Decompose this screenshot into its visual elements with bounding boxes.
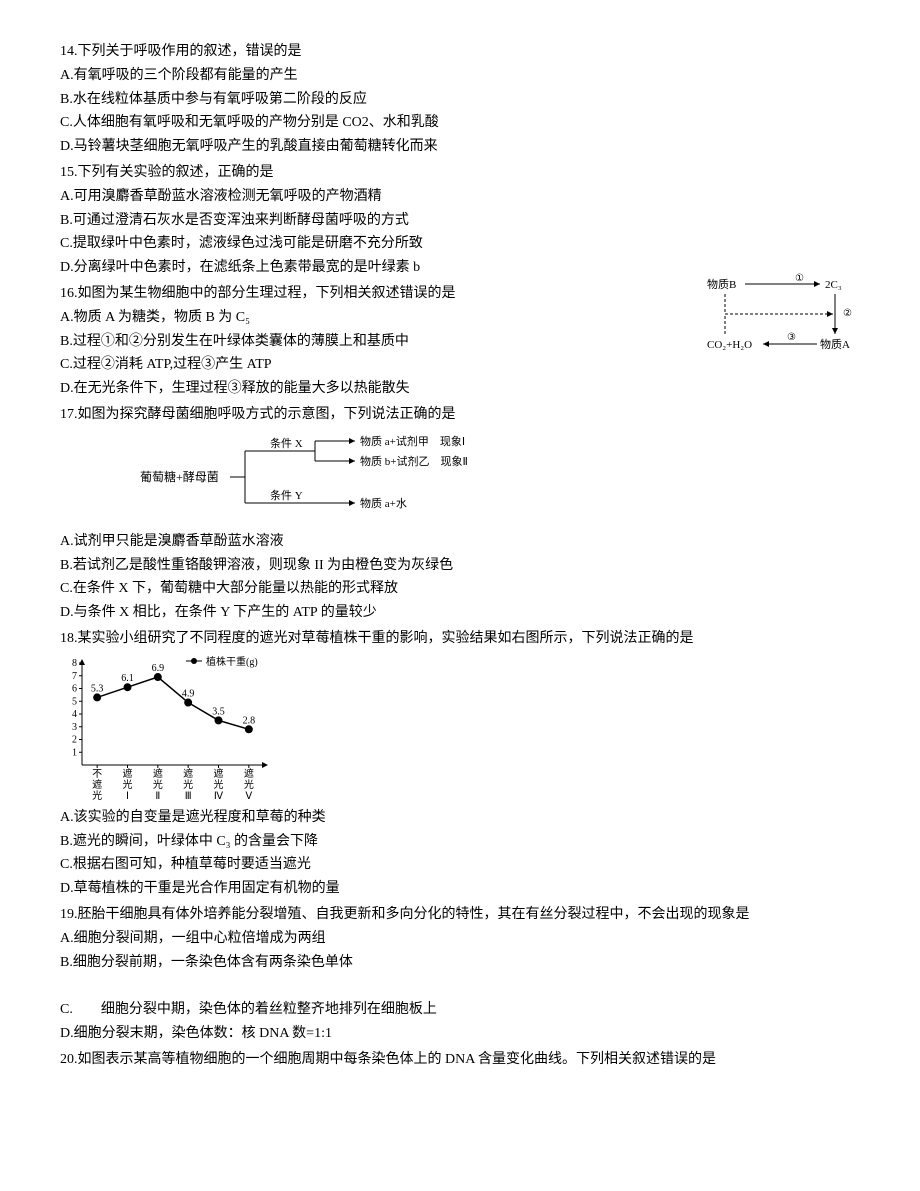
question-14: 14.下列关于呼吸作用的叙述，错误的是 A.有氧呼吸的三个阶段都有能量的产生 B… [60, 40, 860, 159]
svg-text:遮: 遮 [183, 767, 193, 780]
svg-text:6.9: 6.9 [152, 663, 165, 674]
svg-text:物质A: 物质A [820, 337, 850, 351]
svg-text:Ⅰ: Ⅰ [126, 791, 129, 802]
q19-option-d: D.细胞分裂末期，染色体数：核 DNA 数=1:1 [60, 1022, 860, 1046]
q14-option-c: C.人体细胞有氧呼吸和无氧呼吸的产物分别是 CO2、水和乳酸 [60, 111, 860, 135]
svg-text:CO₂+H₂O: CO₂+H₂O [707, 339, 752, 351]
svg-text:光: 光 [183, 778, 193, 791]
svg-text:条件 Y: 条件 Y [270, 488, 303, 502]
svg-text:遮: 遮 [123, 767, 133, 780]
q15-option-c: C.提取绿叶中色素时，滤液绿色过浅可能是研磨不充分所致 [60, 232, 860, 256]
question-16: 物质B ① 2C₃ ② 物质A ③ CO₂+H₂O 16.如图为某生物 [60, 282, 860, 401]
svg-text:2C₃: 2C₃ [825, 279, 842, 291]
svg-text:1: 1 [72, 747, 77, 758]
svg-text:不: 不 [92, 769, 102, 780]
q20-stem: 20.如图表示某高等植物细胞的一个细胞周期中每条染色体上的 DNA 含量变化曲线… [60, 1048, 860, 1072]
svg-text:植株干重(g): 植株干重(g) [206, 655, 258, 668]
svg-text:光: 光 [123, 778, 133, 791]
q17-stem: 17.如图为探究酵母菌细胞呼吸方式的示意图，下列说法正确的是 [60, 403, 860, 427]
svg-text:光: 光 [153, 778, 163, 791]
q18-option-b: B.遮光的瞬间，叶绿体中 C₃ 的含量会下降 [60, 830, 860, 854]
svg-text:光: 光 [92, 789, 102, 802]
svg-text:物质B: 物质B [707, 277, 736, 291]
svg-text:6: 6 [72, 683, 77, 694]
svg-text:4: 4 [72, 709, 77, 720]
svg-text:物质 a+水: 物质 a+水 [360, 496, 407, 510]
svg-text:2: 2 [72, 734, 77, 745]
question-17: 17.如图为探究酵母菌细胞呼吸方式的示意图，下列说法正确的是 葡萄糖+酵母菌 条… [60, 403, 860, 625]
svg-text:2.8: 2.8 [243, 715, 256, 726]
svg-text:3.5: 3.5 [212, 706, 225, 717]
q17-option-d: D.与条件 X 相比，在条件 Y 下产生的 ATP 的量较少 [60, 601, 860, 625]
svg-text:3: 3 [72, 721, 77, 732]
q17-option-b: B.若试剂乙是酸性重铬酸钾溶液，则现象 II 为由橙色变为灰绿色 [60, 554, 860, 578]
svg-text:4.9: 4.9 [182, 688, 195, 699]
q18-option-a: A.该实验的自变量是遮光程度和草莓的种类 [60, 806, 860, 830]
q19-option-c: C. 细胞分裂中期，染色体的着丝粒整齐地排列在细胞板上 [60, 998, 860, 1022]
q18-option-c: C.根据右图可知，种植草莓时要适当遮光 [60, 853, 860, 877]
q17-diagram: 葡萄糖+酵母菌 条件 X 物质 a+试剂甲 现象Ⅰ 物质 b+试剂乙 现象Ⅱ 条… [140, 431, 860, 526]
svg-text:光: 光 [214, 778, 224, 791]
svg-text:遮: 遮 [153, 767, 163, 780]
q17-option-c: C.在条件 X 下，葡萄糖中大部分能量以热能的形式释放 [60, 577, 860, 601]
question-15: 15.下列有关实验的叙述，正确的是 A.可用溴麝香草酚蓝水溶液检测无氧呼吸的产物… [60, 161, 860, 280]
q19-option-a: A.细胞分裂间期，一组中心粒倍增成为两组 [60, 927, 860, 951]
question-18: 18.某实验小组研究了不同程度的遮光对草莓植株干重的影响，实验结果如右图所示，下… [60, 627, 860, 901]
q15-option-a: A.可用溴麝香草酚蓝水溶液检测无氧呼吸的产物酒精 [60, 185, 860, 209]
svg-text:遮: 遮 [244, 767, 254, 780]
svg-text:6.1: 6.1 [121, 673, 134, 684]
svg-text:条件 X: 条件 X [270, 436, 303, 450]
q16-option-d: D.在无光条件下，生理过程③释放的能量大多以热能散失 [60, 377, 860, 401]
q14-option-d: D.马铃薯块茎细胞无氧呼吸产生的乳酸直接由葡萄糖转化而来 [60, 135, 860, 159]
svg-text:5: 5 [72, 696, 77, 707]
q18-stem: 18.某实验小组研究了不同程度的遮光对草莓植株干重的影响，实验结果如右图所示，下… [60, 627, 860, 651]
svg-text:Ⅲ: Ⅲ [185, 791, 192, 802]
svg-text:遮: 遮 [214, 767, 224, 780]
svg-text:①: ① [795, 273, 804, 284]
svg-text:7: 7 [72, 670, 77, 681]
q15-stem: 15.下列有关实验的叙述，正确的是 [60, 161, 860, 185]
svg-text:Ⅱ: Ⅱ [155, 791, 160, 802]
q17-option-a: A.试剂甲只能是溴麝香草酚蓝水溶液 [60, 530, 860, 554]
q19-stem: 19.胚胎干细胞具有体外培养能分裂增殖、自我更新和多向分化的特性，其在有丝分裂过… [60, 903, 860, 927]
svg-text:8: 8 [72, 658, 77, 669]
svg-text:物质 a+试剂甲 现象Ⅰ: 物质 a+试剂甲 现象Ⅰ [360, 434, 465, 448]
q18-option-d: D.草莓植株的干重是光合作用固定有机物的量 [60, 877, 860, 901]
svg-text:③: ③ [787, 332, 796, 343]
svg-text:②: ② [843, 308, 852, 319]
q14-option-b: B.水在线粒体基质中参与有氧呼吸第二阶段的反应 [60, 88, 860, 112]
svg-text:5.3: 5.3 [91, 683, 104, 694]
svg-text:葡萄糖+酵母菌: 葡萄糖+酵母菌 [140, 469, 219, 484]
q14-stem: 14.下列关于呼吸作用的叙述，错误的是 [60, 40, 860, 64]
q15-option-b: B.可通过澄清石灰水是否变浑浊来判断酵母菌呼吸的方式 [60, 209, 860, 233]
svg-text:遮: 遮 [92, 778, 102, 791]
q14-option-a: A.有氧呼吸的三个阶段都有能量的产生 [60, 64, 860, 88]
svg-text:Ⅳ: Ⅳ [214, 791, 224, 802]
svg-text:Ⅴ: Ⅴ [245, 791, 252, 802]
q19-option-b: B.细胞分裂前期，一条染色体含有两条染色单体 [60, 951, 860, 975]
svg-text:物质 b+试剂乙 现象Ⅱ: 物质 b+试剂乙 现象Ⅱ [360, 454, 468, 468]
question-20: 20.如图表示某高等植物细胞的一个细胞周期中每条染色体上的 DNA 含量变化曲线… [60, 1048, 860, 1072]
question-19: 19.胚胎干细胞具有体外培养能分裂增殖、自我更新和多向分化的特性，其在有丝分裂过… [60, 903, 860, 1046]
q16-diagram: 物质B ① 2C₃ ② 物质A ③ CO₂+H₂O [705, 272, 860, 362]
svg-text:光: 光 [244, 778, 254, 791]
q18-chart: 12345678植株干重(g)5.36.16.94.93.52.8不遮光遮光Ⅰ遮… [60, 651, 860, 806]
